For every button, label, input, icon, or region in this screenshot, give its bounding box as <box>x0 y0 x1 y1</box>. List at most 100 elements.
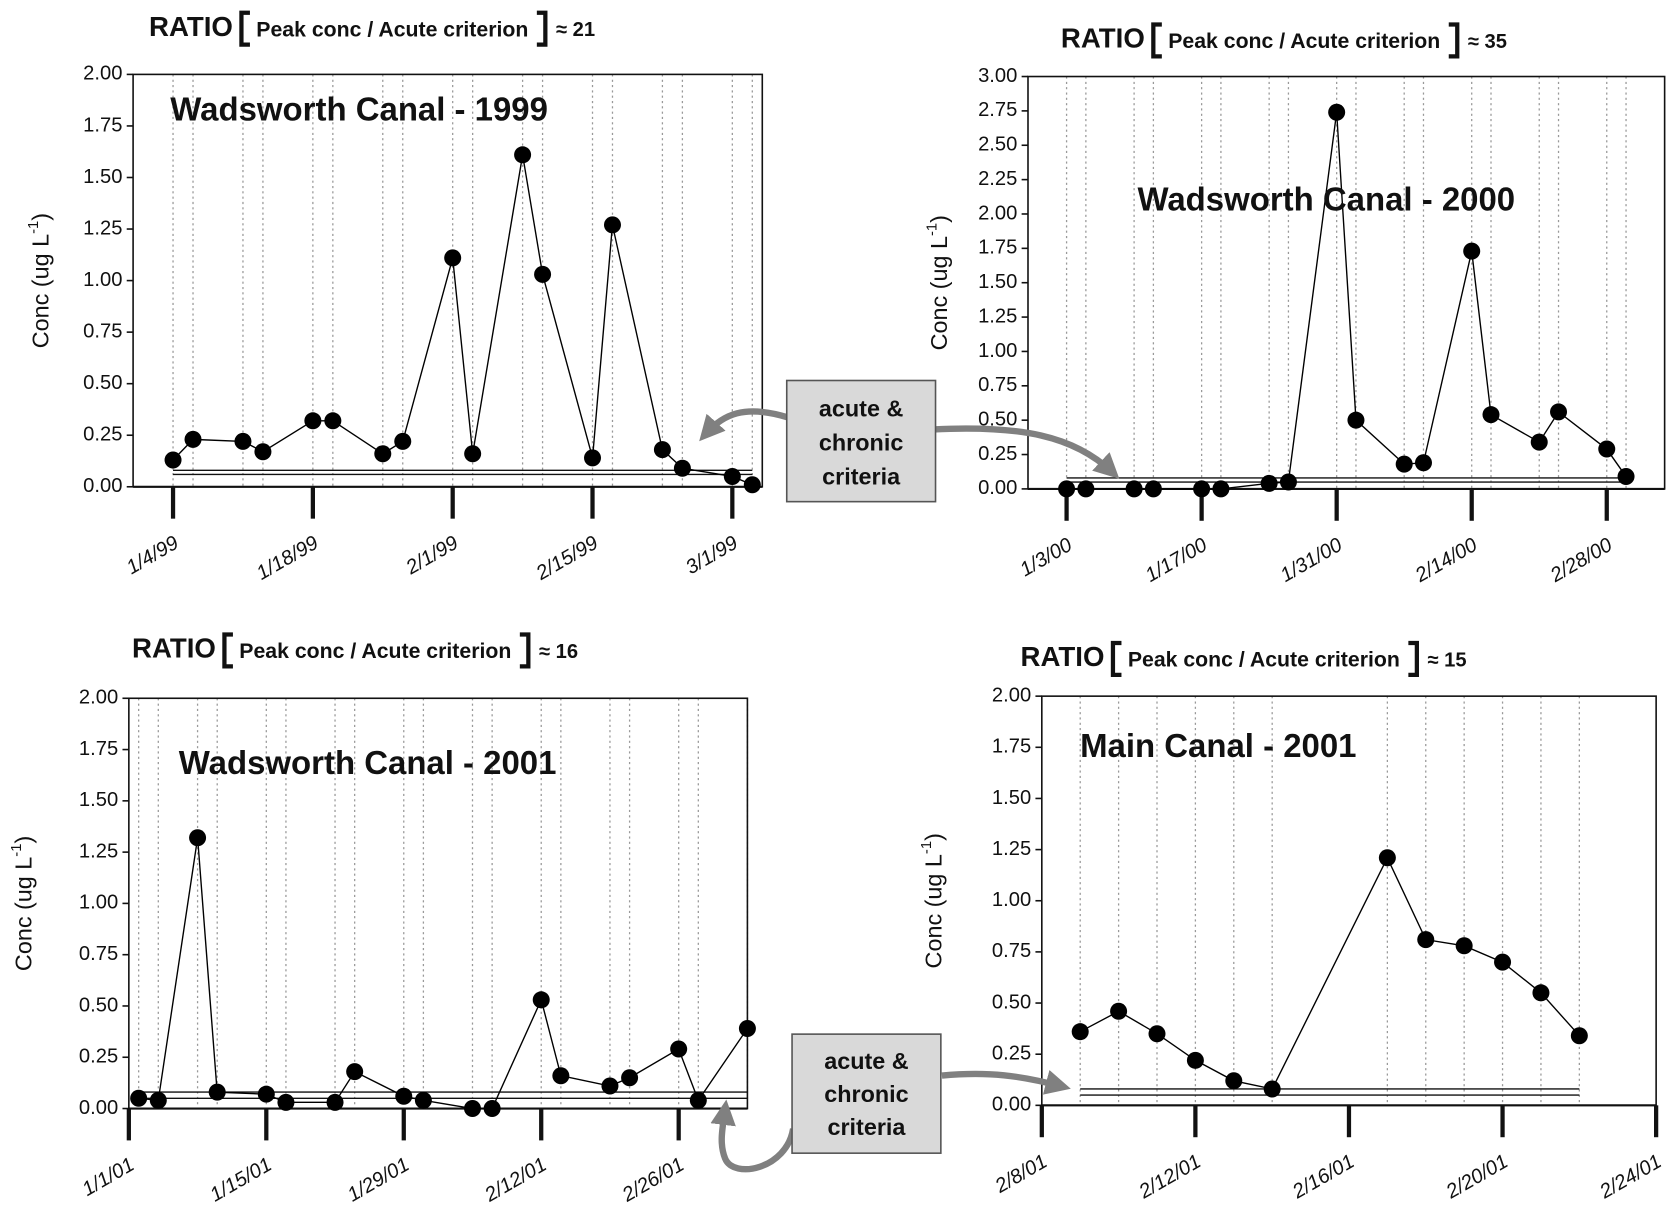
data-point <box>346 1063 364 1081</box>
ratio-label: ≈ 21 <box>556 19 595 41</box>
callout-text: acute & <box>819 395 904 421</box>
x-tick-label: 2/28/00 <box>1546 534 1617 588</box>
y-tick-label: 0.00 <box>992 1094 1031 1116</box>
callout-arrow <box>710 1099 797 1173</box>
data-line <box>172 154 753 486</box>
data-point <box>1110 1002 1128 1020</box>
bracket <box>1408 640 1419 678</box>
data-point <box>326 1093 344 1111</box>
data-point <box>653 441 671 459</box>
data-point <box>1598 440 1616 458</box>
bracket <box>239 10 250 47</box>
data-point <box>483 1100 501 1118</box>
y-axis-label-part: ) <box>28 213 54 221</box>
chart-annotation: Wadsworth Canal - 1999 <box>170 90 548 127</box>
data-point <box>1482 406 1500 424</box>
callout-box <box>791 1033 942 1154</box>
chart-title: RATIO <box>1021 641 1105 672</box>
data-point <box>149 1091 167 1109</box>
x-tick-label: 2/12/01 <box>480 1154 550 1207</box>
y-tick-label: 1.50 <box>992 787 1031 809</box>
x-tick-label: 1/17/00 <box>1142 534 1212 587</box>
y-tick-label: 0.25 <box>83 424 122 446</box>
data-point <box>1570 1027 1588 1045</box>
data-point <box>1263 1080 1281 1098</box>
chart-annotation: Main Canal - 2001 <box>1080 727 1356 764</box>
y-tick-label: 0.25 <box>978 443 1017 465</box>
callout-text: acute & <box>824 1048 909 1074</box>
callout-text: criteria <box>827 1114 906 1140</box>
y-tick-label: 0.75 <box>79 943 118 965</box>
ratio-label: ≈ 35 <box>1468 31 1507 53</box>
data-point <box>1058 480 1076 498</box>
y-tick-label: 0.25 <box>79 1046 118 1068</box>
data-point <box>1225 1072 1243 1090</box>
x-tick-label: 2/15/99 <box>532 532 602 585</box>
data-point <box>621 1069 639 1087</box>
y-tick-label: 2.75 <box>978 99 1017 121</box>
y-tick-label: 1.25 <box>83 217 122 239</box>
y-tick-label: 0.00 <box>83 475 122 497</box>
y-axis-label-sup: -1 <box>919 841 935 854</box>
y-axis-label-part: ) <box>926 215 952 223</box>
y-axis-label: Conc (ug L-1) <box>26 213 54 348</box>
y-tick-label: 0.50 <box>978 408 1017 430</box>
x-tick-label: 2/1/99 <box>402 532 462 580</box>
chart-subtitle: Peak conc / Acute criterion <box>256 17 528 41</box>
callout-text: criteria <box>822 463 901 489</box>
y-tick-label: 1.25 <box>79 840 118 862</box>
data-point <box>184 430 202 448</box>
data-point <box>1144 480 1162 498</box>
chart-annotation: Wadsworth Canal - 2000 <box>1137 181 1515 218</box>
data-point <box>743 476 761 494</box>
x-tick-label: 2/26/01 <box>618 1154 688 1207</box>
data-point <box>534 265 552 283</box>
y-tick-label: 2.50 <box>978 134 1017 156</box>
bracket <box>222 632 233 669</box>
data-point <box>277 1093 295 1111</box>
y-axis-label-sup: -1 <box>9 844 25 857</box>
y-tick-label: 0.75 <box>992 940 1031 962</box>
data-point <box>514 146 532 164</box>
y-tick-label: 1.50 <box>79 789 118 811</box>
bracket <box>519 632 531 669</box>
x-tick-label: 2/12/01 <box>1135 1150 1205 1203</box>
chart-panel: 0.00 0.25 0.50 0.75 1.00 1.25 1.50 1.75 2.00 1/1/… <box>9 632 756 1207</box>
data-point <box>164 451 182 469</box>
x-tick-label: 1/4/99 <box>123 532 183 579</box>
chart-subtitle: Peak conc / Acute criterion <box>1128 648 1400 672</box>
data-point <box>1148 1025 1166 1043</box>
y-tick-label: 1.00 <box>992 889 1031 911</box>
chart-title: RATIO <box>1061 23 1145 54</box>
callout-arrow <box>941 1069 1071 1095</box>
data-point <box>189 829 207 847</box>
data-point <box>395 1087 413 1105</box>
chart-panel: 0.00 0.25 0.50 0.75 1.00 1.25 1.50 1.75 2.00 2/8/… <box>919 640 1666 1204</box>
y-axis-label: Conc (ug L-1) <box>9 836 37 971</box>
data-point <box>394 432 412 450</box>
data-point <box>1494 953 1512 971</box>
data-point <box>603 216 621 234</box>
x-tick-label: 1/31/00 <box>1277 534 1347 587</box>
data-point <box>1260 474 1278 492</box>
y-tick-label: 1.75 <box>992 736 1031 758</box>
ratio-label: ≈ 15 <box>1427 649 1466 671</box>
callout-text: chronic <box>824 1081 908 1107</box>
y-tick-label: 1.50 <box>978 271 1017 293</box>
data-point <box>1395 455 1413 473</box>
data-point <box>673 459 691 477</box>
chart-title: RATIO <box>149 11 233 42</box>
y-axis-label-part: Conc (ug L <box>921 854 947 968</box>
callout-1: acute & chronic criteria <box>699 379 1120 503</box>
y-tick-label: 1.75 <box>79 738 118 760</box>
y-tick-label: 0.50 <box>79 994 118 1016</box>
data-point <box>304 412 322 430</box>
data-point <box>723 467 741 485</box>
y-tick-label: 2.25 <box>978 168 1017 190</box>
y-axis-label-part: Conc (ug L <box>926 236 952 350</box>
y-tick-label: 2.00 <box>83 63 122 85</box>
x-tick-label: 2/16/01 <box>1288 1150 1358 1203</box>
data-point <box>324 412 342 430</box>
data-point <box>1532 984 1550 1002</box>
